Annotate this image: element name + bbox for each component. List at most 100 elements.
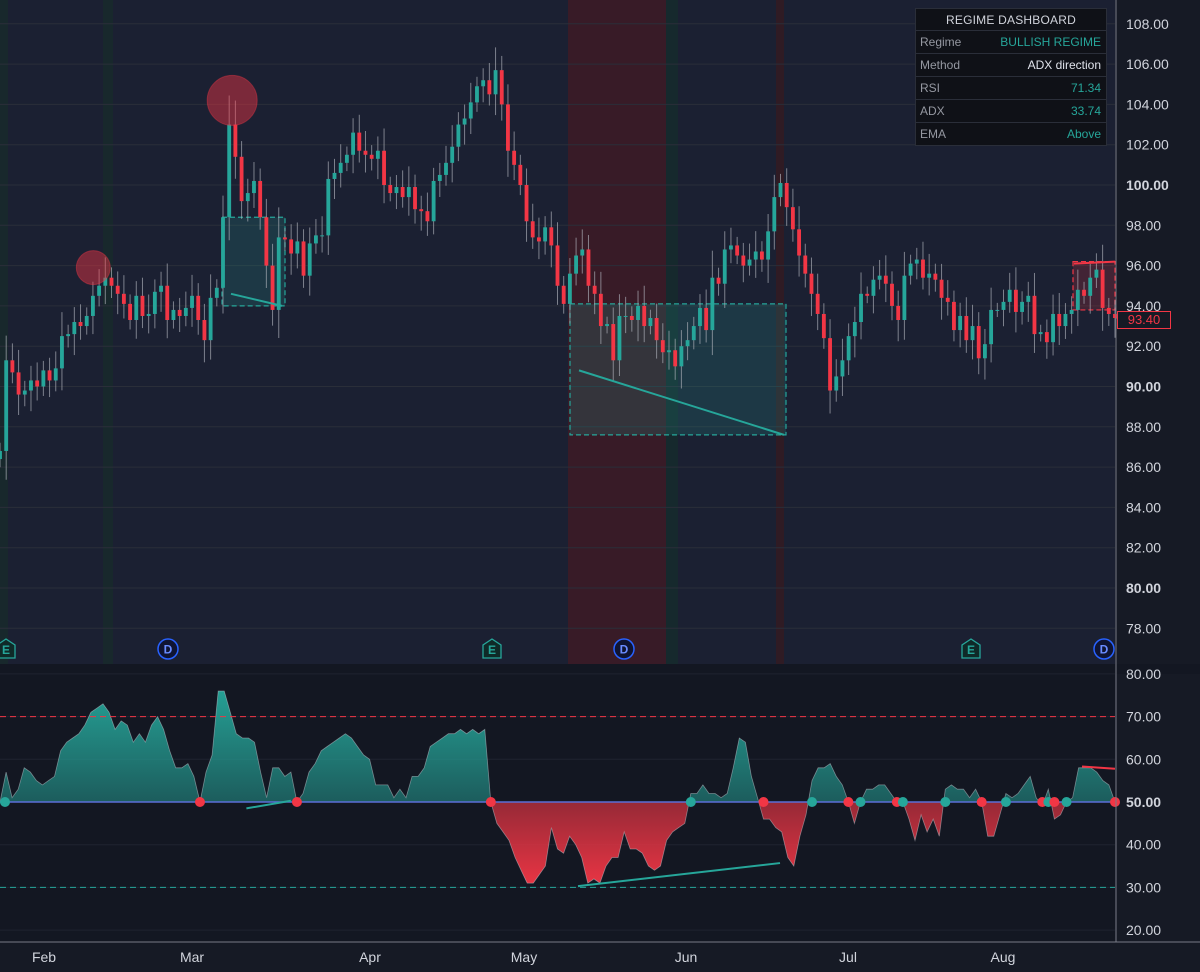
candle[interactable]: [239, 141, 244, 219]
candle[interactable]: [115, 271, 120, 315]
candle[interactable]: [475, 76, 479, 112]
candle[interactable]: [865, 286, 870, 304]
earnings-marker[interactable]: E: [0, 638, 16, 659]
candle[interactable]: [16, 349, 21, 416]
candle[interactable]: [406, 166, 411, 216]
rsi-cross-down-dot[interactable]: [485, 797, 496, 807]
candle[interactable]: [47, 357, 52, 398]
candle[interactable]: [586, 234, 591, 303]
candle[interactable]: [759, 241, 764, 272]
candle[interactable]: [165, 263, 170, 339]
candle[interactable]: [908, 254, 913, 285]
earnings-marker[interactable]: E: [482, 638, 502, 659]
candle[interactable]: [357, 114, 362, 163]
candle[interactable]: [896, 290, 901, 342]
rsi-cross-up-dot[interactable]: [1061, 797, 1072, 807]
candle[interactable]: [592, 271, 597, 315]
candle[interactable]: [382, 128, 386, 204]
candle[interactable]: [437, 162, 442, 197]
candle[interactable]: [629, 306, 634, 332]
candle[interactable]: [698, 294, 702, 344]
candle[interactable]: [921, 241, 925, 290]
candle[interactable]: [883, 255, 888, 303]
candle[interactable]: [450, 125, 455, 183]
candle[interactable]: [735, 236, 740, 265]
candle[interactable]: [400, 170, 405, 208]
candle[interactable]: [301, 229, 306, 288]
candle[interactable]: [667, 330, 671, 370]
candle[interactable]: [289, 224, 294, 275]
candle[interactable]: [388, 176, 393, 202]
candle[interactable]: [233, 100, 238, 179]
candle[interactable]: [611, 307, 616, 381]
rsi-cross-down-dot[interactable]: [758, 797, 769, 807]
candle[interactable]: [623, 296, 628, 334]
candle[interactable]: [221, 195, 225, 314]
candle[interactable]: [152, 279, 157, 329]
candle[interactable]: [456, 112, 461, 162]
rsi-cross-up-dot[interactable]: [0, 797, 10, 807]
candle[interactable]: [927, 253, 932, 296]
candle[interactable]: [512, 131, 517, 181]
candle[interactable]: [1100, 244, 1105, 331]
candle[interactable]: [84, 307, 89, 335]
candle[interactable]: [580, 229, 585, 274]
candle[interactable]: [549, 211, 554, 268]
candle[interactable]: [283, 228, 287, 251]
candle[interactable]: [431, 167, 436, 235]
candle[interactable]: [989, 287, 994, 363]
candle[interactable]: [945, 280, 950, 316]
candle[interactable]: [78, 304, 83, 340]
earnings-marker[interactable]: E: [961, 638, 981, 659]
rsi-cross-up-dot[interactable]: [855, 797, 866, 807]
candle[interactable]: [41, 360, 46, 396]
candle[interactable]: [995, 302, 1000, 317]
candle[interactable]: [642, 285, 647, 343]
rsi-cross-up-dot[interactable]: [1000, 797, 1011, 807]
candle[interactable]: [332, 158, 337, 200]
candle[interactable]: [0, 442, 2, 468]
candle[interactable]: [270, 243, 275, 326]
candle[interactable]: [636, 290, 640, 342]
candle[interactable]: [741, 242, 746, 283]
candle[interactable]: [196, 283, 201, 335]
candle[interactable]: [852, 306, 857, 358]
candle[interactable]: [394, 175, 399, 210]
candle[interactable]: [729, 227, 733, 264]
candle[interactable]: [53, 351, 58, 392]
candle[interactable]: [103, 257, 108, 305]
candle[interactable]: [320, 216, 325, 253]
rsi-cross-down-dot[interactable]: [194, 797, 205, 807]
candle[interactable]: [171, 301, 176, 329]
candle[interactable]: [183, 291, 188, 327]
candle[interactable]: [536, 217, 541, 260]
candle[interactable]: [4, 335, 9, 480]
candle[interactable]: [685, 322, 690, 361]
candle[interactable]: [976, 312, 981, 375]
candle[interactable]: [530, 203, 535, 249]
candle[interactable]: [22, 380, 27, 407]
rsi-cross-up-dot[interactable]: [940, 797, 951, 807]
candle[interactable]: [555, 222, 560, 305]
candle[interactable]: [295, 222, 300, 269]
candle[interactable]: [72, 307, 77, 356]
candle[interactable]: [933, 263, 938, 292]
candle[interactable]: [1106, 297, 1111, 326]
dividend-marker[interactable]: D: [613, 638, 635, 660]
candle[interactable]: [598, 271, 603, 344]
candle[interactable]: [654, 303, 659, 359]
candle[interactable]: [363, 130, 368, 173]
candle[interactable]: [202, 303, 207, 363]
rsi-pane[interactable]: [0, 690, 1120, 888]
candle[interactable]: [1032, 272, 1037, 353]
candle[interactable]: [258, 168, 263, 230]
candle[interactable]: [307, 227, 312, 296]
candle[interactable]: [617, 294, 622, 377]
candle[interactable]: [567, 258, 572, 324]
candle[interactable]: [1051, 294, 1055, 356]
candle[interactable]: [722, 231, 727, 309]
candle[interactable]: [121, 275, 126, 319]
candle[interactable]: [214, 279, 219, 307]
candle[interactable]: [493, 47, 498, 116]
candle[interactable]: [487, 62, 492, 106]
